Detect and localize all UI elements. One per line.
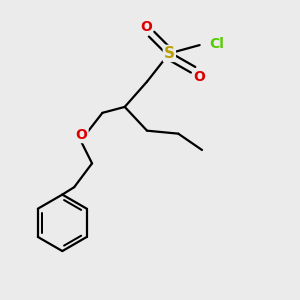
Text: O: O: [194, 70, 206, 84]
Text: O: O: [140, 20, 152, 34]
Text: Cl: Cl: [209, 37, 224, 51]
Text: O: O: [76, 128, 88, 142]
Text: S: S: [164, 46, 175, 61]
